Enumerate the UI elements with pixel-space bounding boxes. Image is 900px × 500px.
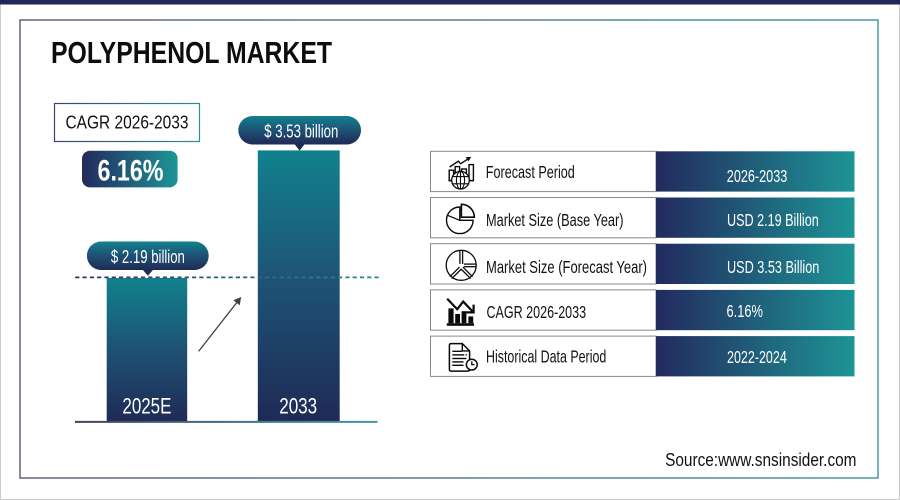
svg-text:6.16%: 6.16%	[727, 301, 763, 321]
svg-text:USD 2.19 Billion: USD 2.19 Billion	[727, 210, 819, 230]
svg-text:POLYPHENOL MARKET: POLYPHENOL MARKET	[51, 36, 332, 70]
svg-text:Forecast Period: Forecast Period	[486, 162, 575, 182]
svg-text:$ 2.19 billion: $ 2.19 billion	[111, 247, 185, 267]
svg-text:2033: 2033	[279, 393, 317, 418]
svg-text:$ 3.53 billion: $ 3.53 billion	[264, 121, 338, 141]
svg-text:Market Size (Base Year): Market Size (Base Year)	[486, 210, 624, 230]
svg-text:CAGR 2026-2033: CAGR 2026-2033	[487, 302, 587, 322]
svg-text:Source:www.snsinsider.com: Source:www.snsinsider.com	[665, 450, 856, 470]
svg-text:6.16%: 6.16%	[98, 154, 164, 187]
svg-text:USD 3.53 Billion: USD 3.53 Billion	[727, 257, 819, 277]
svg-text:Market Size (Forecast Year): Market Size (Forecast Year)	[486, 257, 647, 277]
svg-text:2026-2033: 2026-2033	[727, 166, 788, 186]
svg-text:2025E: 2025E	[122, 393, 171, 418]
svg-text:Historical Data Period: Historical Data Period	[486, 347, 606, 367]
svg-text:CAGR 2026-2033: CAGR 2026-2033	[66, 113, 189, 133]
svg-text:2022-2024: 2022-2024	[727, 347, 787, 367]
